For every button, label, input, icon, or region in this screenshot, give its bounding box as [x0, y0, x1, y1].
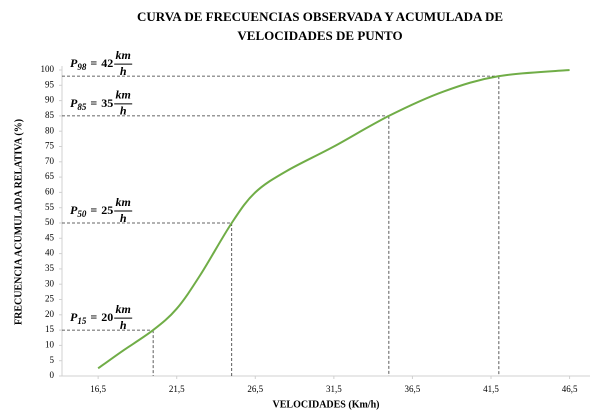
annotation-label: P50 = 25 [70, 203, 113, 219]
x-tick-label: 31,5 [326, 384, 342, 394]
x-tick-label: 16,5 [90, 384, 106, 394]
y-tick-label: 55 [45, 202, 55, 212]
y-axis-label: FRECUENCIA ACUMULADA RELATIVA (%) [13, 119, 24, 325]
annotation-part: = [90, 96, 97, 110]
y-tick-label: 75 [45, 141, 55, 151]
y-tick-label: 0 [50, 370, 55, 380]
annotation-part: = [90, 203, 97, 217]
y-tick-label: 40 [45, 248, 55, 258]
annotation-part: 42 [101, 56, 113, 70]
annotation-part: 25 [101, 203, 113, 217]
annotation-part: 20 [101, 310, 113, 324]
y-tick-label: 100 [41, 64, 55, 74]
x-tick-label: 21,5 [169, 384, 185, 394]
x-tick-label: 36,5 [405, 384, 421, 394]
y-tick-label: 25 [45, 294, 55, 304]
annotation-unit: km [116, 88, 131, 102]
y-tick-label: 5 [50, 355, 55, 365]
y-tick-label: 50 [45, 217, 55, 227]
x-tick-label: 41,5 [483, 384, 499, 394]
annotation-unit: km [116, 302, 131, 316]
y-tick-label: 30 [45, 278, 55, 288]
chart-title: VELOCIDADES DE PUNTO [237, 28, 402, 43]
y-tick-label: 95 [45, 79, 55, 89]
y-tick-label: 60 [45, 186, 55, 196]
annotation-part: = [90, 310, 97, 324]
x-tick-label: 46,5 [562, 384, 578, 394]
x-axis-label: VELOCIDADES (Km/h) [273, 399, 380, 410]
annotation-part: 35 [101, 96, 113, 110]
y-tick-label: 85 [45, 110, 55, 120]
annotation-label: P98 = 42 [70, 56, 113, 72]
annotation-part: P [70, 96, 78, 110]
annotation-part: = [90, 56, 97, 70]
annotation-part: P [70, 310, 78, 324]
y-tick-label: 35 [45, 263, 55, 273]
y-tick-label: 45 [45, 232, 55, 242]
y-tick-label: 65 [45, 171, 55, 181]
annotation-unit: km [116, 48, 131, 62]
annotation-unit: h [120, 104, 127, 118]
annotation-part: P [70, 203, 78, 217]
y-tick-label: 80 [45, 125, 55, 135]
line [97, 69, 570, 370]
annotation-part: 50 [77, 209, 87, 219]
annotation-unit: h [120, 64, 127, 78]
annotation-unit: h [120, 211, 127, 225]
chart-title: CURVA DE FRECUENCIAS OBSERVADA Y ACUMULA… [137, 9, 503, 24]
annotation-part: 98 [77, 62, 87, 72]
y-tick-label: 20 [45, 309, 55, 319]
x-tick-label: 26,5 [247, 384, 263, 394]
y-tick-label: 15 [45, 324, 55, 334]
y-tick-label: 70 [45, 156, 55, 166]
annotation-part: 85 [77, 102, 87, 112]
annotation-part: 15 [77, 316, 87, 326]
y-tick-label: 10 [45, 339, 55, 349]
y-tick-label: 90 [45, 95, 55, 105]
annotation-label: P85 = 35 [70, 96, 113, 112]
annotation-label: P15 = 20 [70, 310, 113, 326]
annotation-unit: km [116, 195, 131, 209]
annotation-part: P [70, 56, 78, 70]
annotation-unit: h [120, 318, 127, 332]
